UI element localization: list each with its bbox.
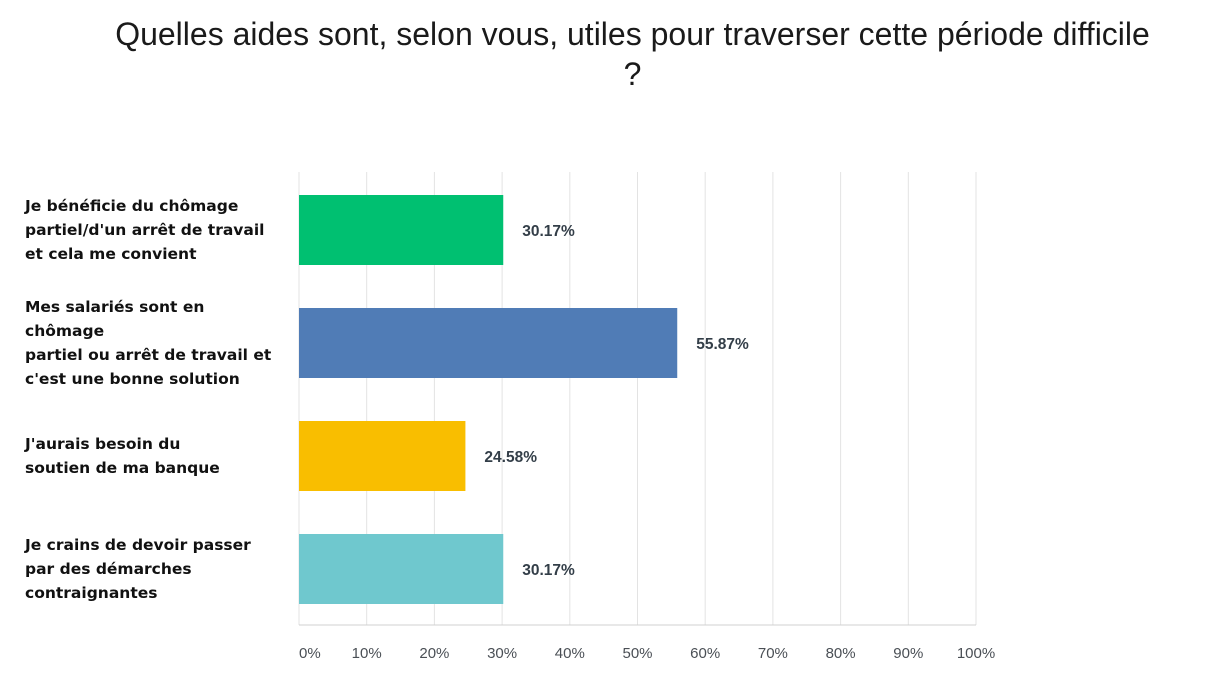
category-label: Je bénéficie du chômage partiel/d'un arrê…	[25, 194, 285, 266]
x-tick-label: 100%	[957, 645, 995, 662]
bar-value-label: 24.58%	[484, 449, 537, 466]
category-label-line: c'est une bonne solution	[25, 370, 240, 388]
category-label-line: Je crains de devoir passer	[25, 536, 251, 554]
x-tick-label: 80%	[826, 645, 856, 662]
x-tick-label: 60%	[690, 645, 720, 662]
bar	[299, 534, 504, 604]
category-label: Je crains de devoir passer par des démarc…	[25, 533, 285, 605]
x-tick-label: 40%	[555, 645, 585, 662]
category-label: Mes salariés sont en chômage partiel ou a…	[25, 295, 285, 391]
x-tick-label: 0%	[299, 645, 321, 662]
bar	[299, 308, 678, 378]
category-label: J'aurais besoin du soutien de ma banque	[25, 432, 285, 480]
category-label-line: partiel ou arrêt de travail et	[25, 346, 272, 364]
category-label-line: soutien de ma banque	[25, 459, 220, 477]
category-label-line: partiel/d'un arrêt de travail	[25, 221, 265, 239]
category-label-line: Je bénéficie du chômage	[25, 197, 239, 215]
bar-value-label: 30.17%	[522, 223, 575, 240]
bar	[299, 421, 466, 491]
category-label-line: par des démarches	[25, 560, 192, 578]
category-label-line: contraignantes	[25, 584, 158, 602]
x-tick-label: 20%	[419, 645, 449, 662]
bar	[299, 195, 504, 265]
x-tick-label: 30%	[487, 645, 517, 662]
x-tick-label: 10%	[352, 645, 382, 662]
category-label-line: Mes salariés sont en chômage	[25, 298, 205, 340]
category-label-line: J'aurais besoin du	[25, 435, 181, 453]
x-tick-label: 50%	[622, 645, 652, 662]
category-label-line: et cela me convient	[25, 245, 197, 263]
chart-title: Quelles aides sont, selon vous, utiles p…	[115, 16, 1150, 92]
x-tick-label: 70%	[758, 645, 788, 662]
bar-value-label: 55.87%	[696, 336, 749, 353]
x-tick-label: 90%	[893, 645, 923, 662]
bar-value-label: 30.17%	[522, 562, 575, 579]
